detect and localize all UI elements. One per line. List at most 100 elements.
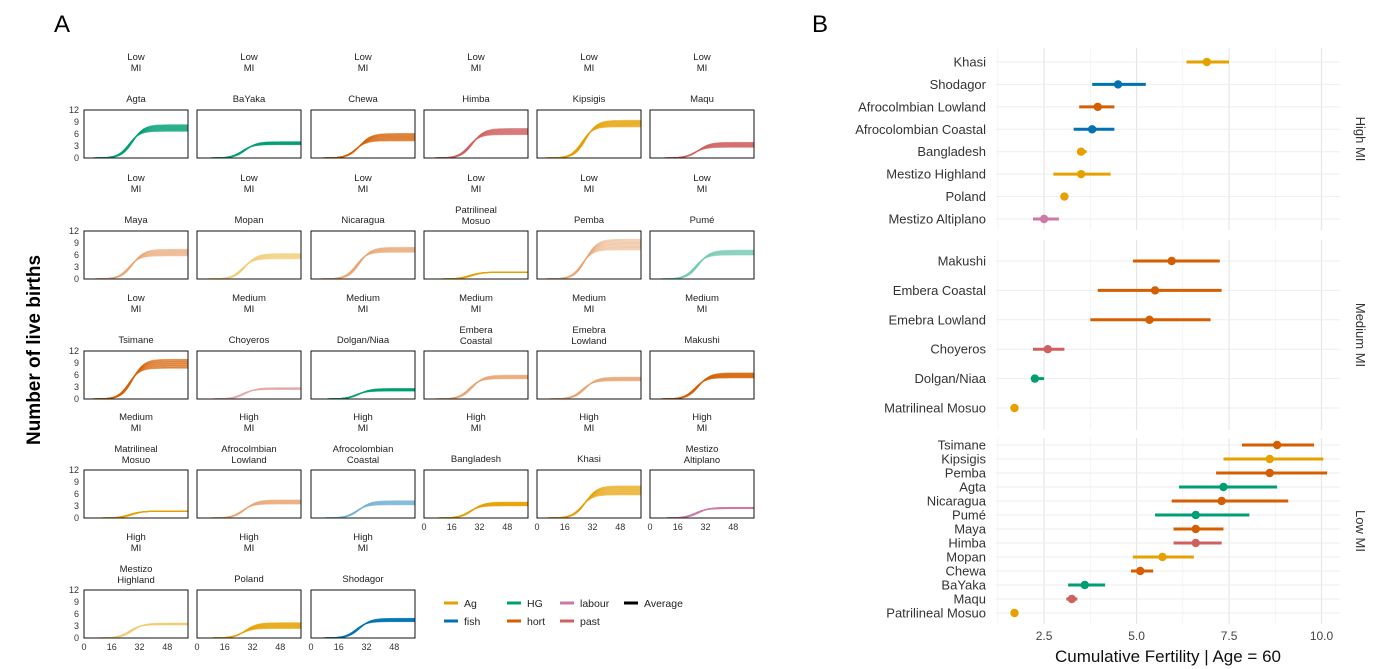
x-tick-label: 16 — [560, 522, 570, 532]
x-tick-label: 32 — [361, 642, 371, 652]
row-label: Chewa — [946, 564, 987, 579]
facet-curve — [537, 125, 641, 158]
facet-curve — [311, 249, 415, 279]
facet-curve — [424, 376, 528, 399]
facet-curve — [311, 503, 415, 518]
facet-curve — [537, 491, 641, 518]
facet-curve — [537, 379, 641, 399]
facet-curve — [424, 132, 528, 158]
facet-curve — [650, 254, 754, 279]
facet-curve — [537, 379, 641, 399]
x-axis-title: Cumulative Fertility | Age = 60 — [1055, 647, 1281, 666]
facet-curve — [424, 271, 528, 279]
x-tick-label: 48 — [275, 642, 285, 652]
facet-curve — [650, 375, 754, 399]
legend-label-Average: Average — [644, 598, 683, 610]
facet-curve — [84, 623, 188, 638]
estimate-point — [1039, 214, 1049, 224]
facet-curve — [197, 387, 301, 399]
facet-curve — [311, 503, 415, 518]
facet-curve — [197, 256, 301, 279]
facet-mi-label: MI — [358, 304, 369, 315]
facet-curve — [197, 388, 301, 399]
facet-title: Choyeros — [229, 335, 270, 346]
facet-curve — [197, 387, 301, 399]
facet-curve — [84, 623, 188, 638]
facet-mi-label: MI — [697, 63, 708, 74]
estimate-point — [1060, 192, 1069, 201]
x-tick-label: 16 — [673, 522, 683, 532]
facet-curve — [424, 376, 528, 399]
facet-curve — [650, 375, 754, 399]
facet-curve — [311, 388, 415, 399]
facet-curve — [311, 247, 415, 279]
facet-frame — [83, 589, 189, 639]
facet-mi-label: MI — [584, 304, 595, 315]
facet-mi-label: Low — [354, 173, 372, 184]
facet-curve — [424, 504, 528, 518]
facet-mi-label: MI — [131, 423, 142, 434]
facet-curve — [84, 624, 188, 638]
facet-title: Kipsigis — [573, 94, 606, 105]
facet-curve — [650, 375, 754, 399]
row-label: Mopan — [946, 550, 986, 565]
facet-curve — [537, 379, 641, 399]
facet-title: Makushi — [684, 335, 719, 346]
facet-curve — [424, 271, 528, 279]
facet-curve — [311, 250, 415, 279]
facet-curve — [311, 620, 415, 638]
facet-curve — [311, 620, 415, 638]
facet-curve — [84, 126, 188, 158]
facet-curve — [197, 142, 301, 158]
facet-curve — [311, 251, 415, 279]
y-tick-label: 0 — [74, 513, 79, 523]
facet-mi-label: MI — [131, 304, 142, 315]
facet-curves — [311, 133, 415, 158]
y-tick-label: 12 — [69, 585, 79, 595]
facet-curve — [84, 129, 188, 158]
facet-curve — [197, 388, 301, 399]
dot-panel: Khasi Shodagor Afrocolmbian Lowland Afrocol… — [855, 48, 1368, 230]
facet-mi-label: High — [692, 412, 712, 423]
facet-curve — [650, 507, 754, 518]
x-tick-label: 48 — [389, 642, 399, 652]
facet-curve — [84, 362, 188, 399]
x-tick-label: 0 — [534, 522, 539, 532]
x-tick-label: 32 — [134, 642, 144, 652]
facet-mi-label: MI — [244, 184, 255, 195]
facet-curve — [311, 619, 415, 638]
facet-curve — [197, 256, 301, 279]
facet-curve — [84, 251, 188, 279]
facet-frame — [310, 109, 416, 159]
facet-curve — [650, 252, 754, 279]
facet-curve — [84, 510, 188, 518]
row-label: Khasi — [953, 55, 986, 70]
estimate-point — [1272, 440, 1282, 450]
facet-curve — [84, 623, 188, 638]
facet-curve — [84, 510, 188, 518]
x-tick-label: 32 — [474, 522, 484, 532]
legend-label-HG: HG — [527, 598, 543, 610]
facet-curve — [424, 376, 528, 399]
facet-curve — [424, 131, 528, 158]
facet-curve — [537, 490, 641, 518]
facet-title: Maqu — [690, 94, 714, 105]
panel-label-b: B — [812, 11, 828, 38]
facet-curves — [84, 622, 188, 638]
y-tick-label: 6 — [74, 489, 79, 499]
facet-curves — [650, 506, 754, 518]
facet-title: Khasi — [577, 454, 601, 465]
facet-curves — [84, 124, 188, 158]
facet-curve — [197, 257, 301, 279]
facet-curves — [537, 376, 641, 399]
facet-curve — [537, 246, 641, 279]
row-label: Nicaragua — [927, 494, 987, 509]
